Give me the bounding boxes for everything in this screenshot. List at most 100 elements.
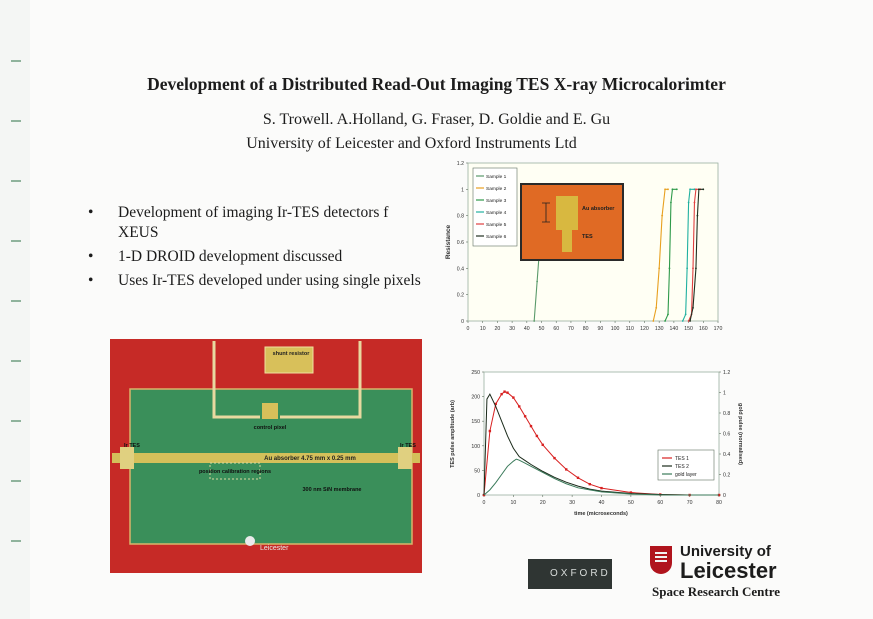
data-point bbox=[512, 396, 515, 399]
data-point bbox=[661, 214, 664, 217]
membrane-label: 300 nm SiN membrane bbox=[303, 487, 362, 493]
x-tick-label: 90 bbox=[597, 326, 603, 332]
data-point bbox=[667, 188, 669, 191]
x-tick-label: 10 bbox=[510, 500, 516, 506]
x-tick-label: 120 bbox=[640, 326, 649, 332]
legend-label: Sample 5 bbox=[486, 222, 507, 228]
x-tick-label: 40 bbox=[599, 500, 605, 506]
x-tick-label: 150 bbox=[684, 326, 693, 332]
data-point bbox=[692, 306, 694, 309]
data-point bbox=[553, 456, 556, 460]
bullet-item: Development of imaging Ir-TES detectors … bbox=[84, 203, 424, 243]
data-point bbox=[696, 214, 699, 217]
x-tick-label: 40 bbox=[524, 326, 530, 332]
data-point bbox=[664, 320, 666, 322]
bullet-item: 1-D DROID development discussed bbox=[84, 247, 424, 267]
data-point bbox=[667, 313, 669, 316]
leicester-watermark-label: Leicester bbox=[260, 545, 289, 552]
y-tick-label: 0 bbox=[477, 493, 480, 499]
y-tick-label: 50 bbox=[474, 468, 480, 474]
y-tick-label: 0.2 bbox=[457, 293, 464, 299]
university-logo: University of Leicester Space Research C… bbox=[650, 543, 800, 603]
poster-authors: S. Trowell. A.Holland, G. Fraser, D. Gol… bbox=[262, 111, 611, 128]
data-point bbox=[565, 468, 568, 471]
leicester-text: Leicester bbox=[680, 558, 777, 583]
data-point bbox=[494, 402, 497, 406]
data-point bbox=[695, 267, 697, 270]
y-tick-label: 1 bbox=[461, 187, 464, 193]
y-tick-label: 150 bbox=[471, 419, 480, 425]
y2-tick-label: 0.4 bbox=[723, 452, 730, 458]
y2-tick-label: 1 bbox=[723, 391, 726, 397]
x-tick-label: 160 bbox=[699, 326, 708, 332]
x-tick-label: 80 bbox=[716, 500, 722, 506]
y-tick-label: 0.4 bbox=[457, 266, 464, 272]
data-point bbox=[670, 201, 672, 204]
legend-label: gold layer bbox=[675, 472, 697, 478]
au-absorber-label: Au absorber 4.75 mm x 0.25 mm bbox=[264, 456, 356, 462]
y-tick-label: 0.8 bbox=[457, 214, 464, 220]
x-tick-label: 10 bbox=[480, 326, 486, 332]
position-calibration-label: position calibration regions bbox=[199, 469, 271, 475]
data-point bbox=[695, 188, 697, 191]
x-tick-label: 60 bbox=[657, 500, 663, 506]
data-point bbox=[652, 320, 655, 322]
data-point bbox=[689, 320, 691, 322]
y2-tick-label: 0.2 bbox=[723, 473, 730, 479]
poster-affiliation: University of Leicester and Oxford Instr… bbox=[246, 135, 577, 152]
y-axis-label: TES pulse amplitude (arb) bbox=[450, 400, 456, 468]
x-tick-label: 140 bbox=[670, 326, 679, 332]
pulse-chart: 0 10 20 30 40 50 60 70 8005010015020025000.20.40… bbox=[450, 370, 743, 517]
x-tick-label: 100 bbox=[611, 326, 620, 332]
left-binding-strip bbox=[0, 0, 30, 619]
data-point bbox=[681, 320, 684, 322]
data-point bbox=[533, 320, 536, 322]
data-point bbox=[697, 188, 700, 191]
x-tick-label: 80 bbox=[583, 326, 589, 332]
legend-label: Sample 1 bbox=[486, 174, 507, 180]
poster-title: Development of a Distributed Read-Out Im… bbox=[147, 74, 726, 94]
data-point bbox=[523, 415, 527, 418]
data-point bbox=[675, 188, 678, 191]
university-of-text: University of bbox=[680, 543, 771, 560]
legend-label: Sample 3 bbox=[486, 198, 507, 204]
x-tick-label: 70 bbox=[687, 500, 693, 506]
crest-icon bbox=[650, 546, 672, 574]
x-tick-label: 110 bbox=[626, 326, 634, 332]
y-tick-label: 0 bbox=[461, 319, 464, 325]
y2-tick-label: 0 bbox=[723, 493, 726, 499]
legend-label: Sample 2 bbox=[486, 186, 507, 192]
y-tick-label: 200 bbox=[471, 395, 480, 401]
data-point bbox=[684, 313, 687, 316]
y2-axis-label: gold pulse (normalised) bbox=[737, 403, 743, 465]
data-point bbox=[692, 267, 694, 270]
y2-tick-label: 0.6 bbox=[723, 432, 730, 438]
data-point bbox=[689, 188, 691, 191]
resistance-chart: 0 10 20 30 40 50 60 70 80 90 100 110 120 130 140 150 160… bbox=[445, 161, 723, 332]
x-tick-label: 0 bbox=[483, 500, 486, 506]
data-point bbox=[655, 306, 658, 309]
x-tick-label: 70 bbox=[568, 326, 574, 332]
ir-tes-left-label: Ir TES bbox=[124, 443, 140, 449]
data-point bbox=[693, 201, 696, 204]
x-tick-label: 130 bbox=[655, 326, 664, 332]
data-point bbox=[506, 391, 509, 394]
oxford-instruments-logo: OXFORD bbox=[528, 559, 612, 589]
data-point bbox=[588, 482, 591, 486]
ir-tes-right-label: Ir TES bbox=[400, 443, 416, 449]
data-point bbox=[687, 201, 690, 204]
data-point bbox=[541, 443, 544, 447]
data-point bbox=[686, 267, 689, 270]
x-tick-label: 0 bbox=[467, 326, 470, 332]
space-research-centre-text: Space Research Centre bbox=[652, 584, 781, 599]
x-tick-label: 30 bbox=[509, 326, 515, 332]
y-tick-label: 0.6 bbox=[457, 240, 464, 246]
data-point bbox=[702, 188, 705, 191]
data-point bbox=[668, 267, 671, 270]
legend-label: TES 2 bbox=[675, 464, 689, 470]
series-line-3 bbox=[483, 458, 719, 496]
y2-tick-label: 0.8 bbox=[723, 411, 730, 417]
legend-label: TES 1 bbox=[675, 456, 689, 462]
data-point bbox=[518, 405, 521, 408]
x-tick-label: 170 bbox=[714, 326, 723, 332]
